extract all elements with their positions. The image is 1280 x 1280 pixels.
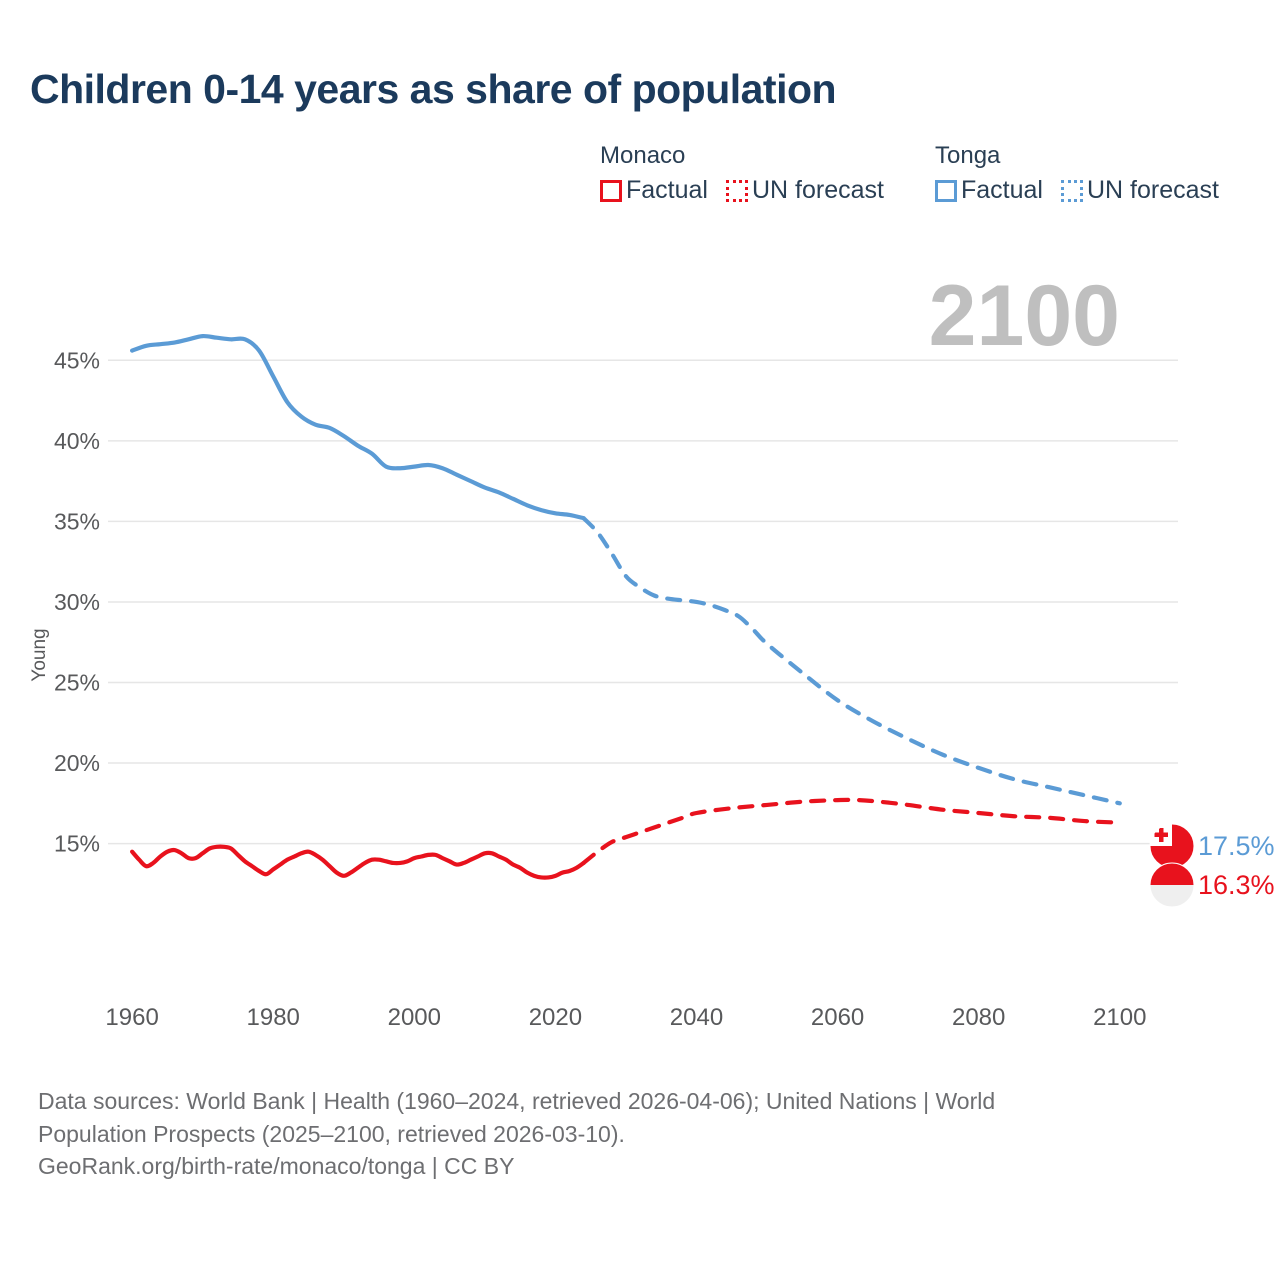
line-chart-svg: 15% 20% 25% 30% 35% 40% 45% 1960 1980 2000 2020 20…: [29, 268, 1275, 1030]
end-label-tonga: 17.5%: [1198, 831, 1275, 861]
x-tick-label: 2100: [1093, 1004, 1146, 1030]
y-tick-label: 15%: [54, 831, 100, 857]
series-line-monaco-forecast: [581, 797, 1122, 866]
end-label-monaco: 16.3%: [1198, 870, 1275, 900]
x-tick-label: 1980: [247, 1004, 300, 1030]
legend-item-tonga-forecast[interactable]: UN forecast: [1060, 176, 1219, 205]
series-line-monaco-factual: [130, 844, 586, 880]
chart-plot-area: 15% 20% 25% 30% 35% 40% 45% 1960 1980 2000 2020 20…: [0, 240, 1280, 1030]
y-tick-label: 20%: [54, 750, 100, 776]
monaco-flag-icon: [1149, 862, 1195, 908]
y-axis-label: Young: [29, 628, 50, 681]
tonga-flag-icon: [1149, 823, 1195, 869]
footer-sources: Data sources: World Bank | Health (1960–…: [38, 1085, 1218, 1183]
dotted-square-icon: [725, 179, 748, 202]
year-watermark: 2100: [929, 268, 1120, 364]
y-tick-label: 25%: [54, 670, 100, 696]
legend-country-monaco: Monaco: [600, 142, 686, 169]
footer-line-2: Population Prospects (2025–2100, retriev…: [38, 1120, 625, 1147]
y-tick-label: 45%: [54, 347, 100, 373]
end-marker-tonga: 17.5%: [1149, 823, 1275, 869]
x-tick-label: 2000: [388, 1004, 441, 1030]
x-tick-label: 2080: [952, 1004, 1005, 1030]
y-axis-tick-labels: 15% 20% 25% 30% 35% 40% 45%: [54, 347, 100, 856]
series-line-tonga-factual: [130, 333, 586, 521]
x-tick-label: 2020: [529, 1004, 582, 1030]
legend-label-tonga-factual: Factual: [961, 176, 1043, 204]
legend-label-monaco-factual: Factual: [626, 176, 708, 204]
data-series: [130, 333, 1122, 880]
footer-line-1: Data sources: World Bank | Health (1960–…: [38, 1088, 996, 1114]
x-tick-label: 2040: [670, 1004, 723, 1030]
end-marker-monaco: 16.3%: [1149, 862, 1275, 908]
legend-country-tonga: Tonga: [935, 142, 1001, 169]
chart-legend: Monaco Factual UN forecast Tonga Factual: [600, 142, 1260, 222]
solid-square-icon: [935, 179, 957, 202]
y-tick-label: 35%: [54, 508, 100, 534]
x-tick-label: 1960: [105, 1004, 158, 1030]
y-tick-label: 40%: [54, 428, 100, 454]
legend-group-monaco: Monaco Factual UN forecast: [600, 142, 902, 205]
y-tick-label: 30%: [54, 589, 100, 615]
legend-label-monaco-forecast: UN forecast: [751, 176, 884, 204]
gridlines: [108, 359, 1178, 845]
legend-label-tonga-forecast: UN forecast: [1086, 176, 1219, 204]
legend-group-tonga: Tonga Factual UN forecast: [935, 142, 1237, 205]
solid-square-icon: [600, 179, 622, 202]
legend-item-tonga-factual[interactable]: Factual: [935, 176, 1043, 205]
x-axis-tick-labels: 1960 1980 2000 2020 2040 2060 2080 2100: [105, 1004, 1146, 1030]
footer-line-3: GeoRank.org/birth-rate/monaco/tonga | CC…: [38, 1153, 515, 1180]
page-title: Children 0-14 years as share of populati…: [30, 66, 837, 112]
legend-item-monaco-factual[interactable]: Factual: [600, 176, 708, 205]
series-line-tonga-forecast: [581, 516, 1122, 806]
legend-item-monaco-forecast[interactable]: UN forecast: [725, 176, 884, 205]
dotted-square-icon: [1060, 179, 1083, 202]
x-tick-label: 2060: [811, 1004, 864, 1030]
